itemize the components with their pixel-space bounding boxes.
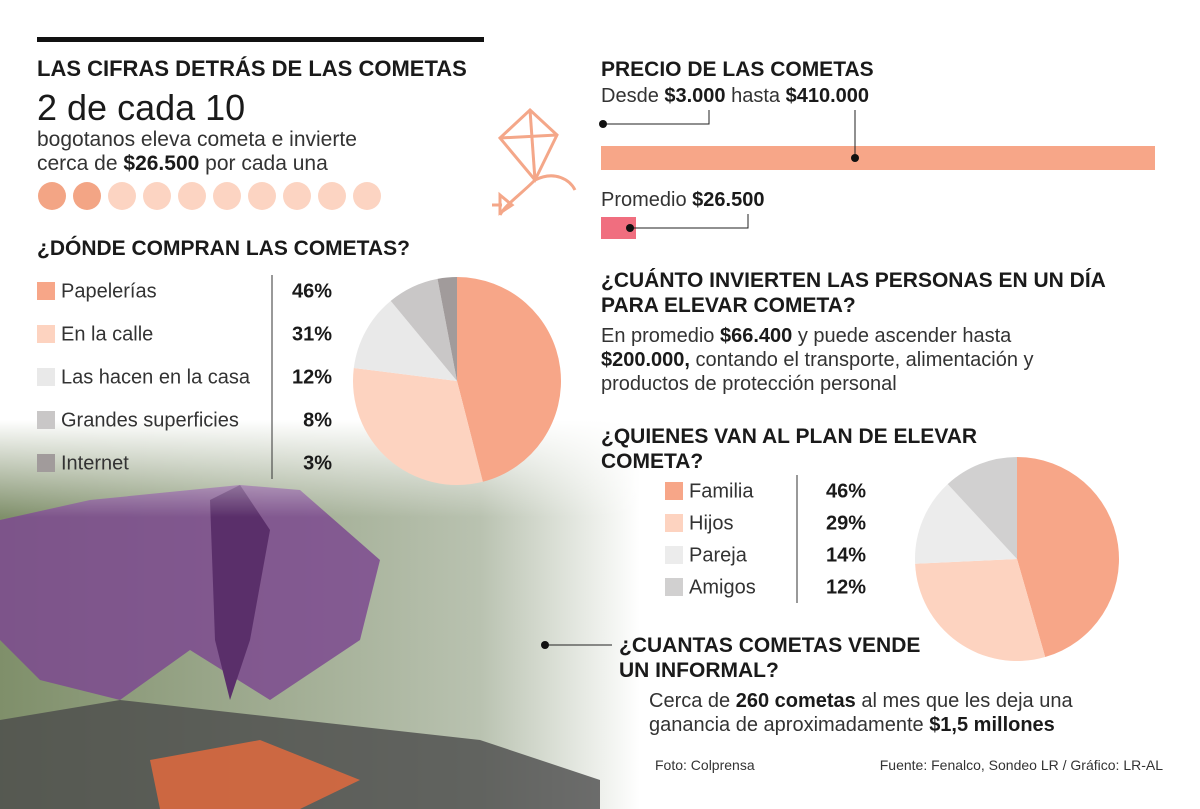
text: hasta (725, 85, 786, 107)
value-label: 29% (826, 512, 866, 534)
pie-title: ¿QUIENES VAN AL PLAN DE ELEVAR COMETA? (601, 425, 978, 473)
kite-icon (492, 107, 577, 216)
text-bold: $1,5 millones (929, 714, 1055, 736)
text-bold: $3.000 (664, 85, 726, 107)
legend-swatch (665, 578, 683, 596)
source: Fuente: Fenalco, Sondeo LR / Gráfico: LR… (879, 757, 1163, 773)
investment-title: ¿CUÁNTO INVIERTEN LAS PERSONAS EN UN DÍA… (601, 269, 1106, 317)
legend-swatch (37, 411, 55, 429)
text: Desde (601, 85, 665, 107)
pie-title: ¿DÓNDE COMPRAN LAS COMETAS? (37, 237, 410, 260)
value-label: 14% (826, 544, 866, 566)
value-label: 3% (303, 452, 332, 474)
text: En promedio (601, 325, 720, 347)
legend-label: Pareja (689, 544, 748, 566)
text-bold: $66.400 (719, 325, 793, 347)
legend-label: Las hacen en la casa (61, 366, 251, 388)
photo-credit: Foto: Colprensa (655, 757, 755, 773)
pie-slice (437, 277, 457, 381)
value-label: 8% (303, 409, 332, 431)
text: bogotanos eleva cometa e invierte cerca … (37, 128, 357, 175)
value-label: 12% (292, 366, 332, 388)
legend-label: Hijos (689, 512, 733, 534)
text: Cerca de (649, 690, 736, 712)
header-text: bogotanos eleva cometa e invierte cerca … (37, 128, 387, 176)
legend-label: En la calle (61, 323, 153, 345)
pie-slice (353, 300, 457, 381)
value-label: 31% (292, 323, 332, 345)
legend-swatch (37, 368, 55, 386)
pie-slice (390, 278, 457, 381)
pie-slice (915, 484, 1017, 564)
pie-slice (457, 277, 561, 482)
investment-text: En promedio $66.400 y puede ascender has… (601, 324, 1091, 396)
text: al mes que les deja una ganancia de apro… (649, 690, 1073, 736)
top-rule (37, 37, 484, 42)
legend-swatch (37, 282, 55, 300)
legend-label: Internet (61, 452, 129, 474)
price-title: PRECIO DE LAS COMETAS (601, 58, 874, 81)
legend-label: Familia (689, 480, 754, 502)
dot-row (38, 182, 381, 210)
informal-title: ¿CUANTAS COMETAS VENDE UN INFORMAL? (619, 634, 921, 682)
legend-label: Grandes superficies (61, 409, 239, 431)
legend-swatch (37, 454, 55, 472)
legend-label: Amigos (689, 576, 756, 598)
text: Promedio (601, 189, 693, 211)
text: por cada una (199, 152, 328, 175)
text: y puede ascender hasta (792, 325, 1012, 347)
text: contando el transporte, alimentación y p… (601, 349, 1034, 395)
text-bold: $200.000, (601, 349, 690, 371)
legend-swatch (665, 514, 683, 532)
legend-swatch (665, 546, 683, 564)
pie-slice (353, 367, 483, 485)
legend-label: Papelerías (61, 280, 157, 302)
headline: 2 de cada 10 (37, 87, 246, 128)
pie-slice (1017, 457, 1119, 658)
price-average: Promedio $26.500 (601, 188, 764, 212)
title: LAS CIFRAS DETRÁS DE LAS COMETAS (37, 56, 467, 81)
price-range: Desde $3.000 hasta $410.000 (601, 84, 869, 108)
pie-slice (915, 559, 1046, 661)
value-label: 46% (292, 280, 332, 302)
text-bold: 260 cometas (735, 690, 856, 712)
value-label: 46% (826, 480, 866, 502)
price-graphic (541, 110, 1155, 649)
pie-slice (947, 457, 1017, 559)
informal-text: Cerca de 260 cometas al mes que les deja… (649, 689, 1119, 737)
photo (0, 420, 640, 809)
legend-swatch (665, 482, 683, 500)
text-bold: $410.000 (785, 85, 870, 107)
value-label: 12% (826, 576, 866, 598)
legend-swatch (37, 325, 55, 343)
text-bold: $26.500 (123, 152, 200, 175)
text-bold: $26.500 (692, 189, 765, 211)
